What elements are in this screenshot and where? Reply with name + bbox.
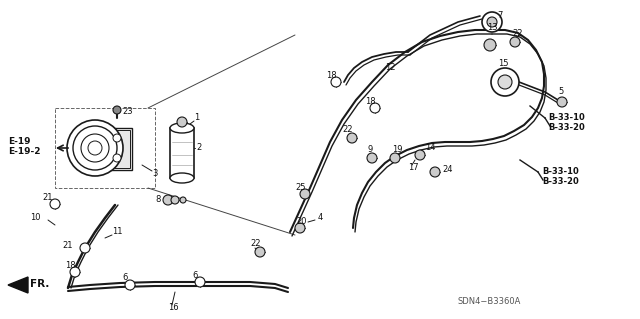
Circle shape <box>67 120 123 176</box>
Text: 5: 5 <box>558 87 563 97</box>
Circle shape <box>163 195 173 205</box>
Circle shape <box>370 103 380 113</box>
Polygon shape <box>8 277 28 293</box>
Text: 3: 3 <box>152 169 157 179</box>
Text: 16: 16 <box>168 303 179 313</box>
Circle shape <box>50 199 60 209</box>
Circle shape <box>300 189 310 199</box>
Text: B-33-10: B-33-10 <box>542 167 579 176</box>
Text: SDN4−B3360A: SDN4−B3360A <box>458 298 522 307</box>
Circle shape <box>125 280 135 290</box>
Text: 25: 25 <box>295 183 305 192</box>
Text: 6: 6 <box>192 271 197 279</box>
Ellipse shape <box>170 123 194 133</box>
Text: E-19-2: E-19-2 <box>8 147 40 157</box>
Text: 12: 12 <box>385 63 396 72</box>
Text: 22: 22 <box>250 240 260 249</box>
Text: 9: 9 <box>368 145 373 154</box>
Bar <box>170 128 194 178</box>
Text: 23: 23 <box>122 108 132 116</box>
Circle shape <box>195 277 205 287</box>
Circle shape <box>88 141 102 155</box>
Circle shape <box>331 77 341 87</box>
Text: 14: 14 <box>425 144 435 152</box>
Text: 17: 17 <box>408 164 419 173</box>
Text: 21: 21 <box>42 194 52 203</box>
Text: 20: 20 <box>296 218 307 226</box>
Circle shape <box>171 196 179 204</box>
Circle shape <box>113 154 121 162</box>
Bar <box>55 108 155 188</box>
Circle shape <box>482 12 502 32</box>
Circle shape <box>81 134 109 162</box>
Circle shape <box>367 153 377 163</box>
Circle shape <box>255 247 265 257</box>
Text: 8: 8 <box>155 196 161 204</box>
Circle shape <box>430 167 440 177</box>
Ellipse shape <box>170 173 194 183</box>
Circle shape <box>180 197 186 203</box>
Text: 1: 1 <box>194 114 199 122</box>
Text: 18: 18 <box>65 261 76 270</box>
Circle shape <box>347 133 357 143</box>
Text: 10: 10 <box>30 213 40 222</box>
Circle shape <box>510 37 520 47</box>
Text: E-19: E-19 <box>8 137 31 146</box>
Bar <box>104 130 130 168</box>
Circle shape <box>415 150 425 160</box>
Text: 19: 19 <box>392 145 403 154</box>
Text: 22: 22 <box>512 29 522 39</box>
Bar <box>102 128 132 170</box>
Circle shape <box>498 75 512 89</box>
Text: B-33-20: B-33-20 <box>542 177 579 187</box>
Text: 13: 13 <box>487 24 498 33</box>
Circle shape <box>113 134 121 142</box>
Circle shape <box>491 68 519 96</box>
Circle shape <box>70 267 80 277</box>
Text: B-33-20: B-33-20 <box>548 123 585 132</box>
Circle shape <box>80 243 90 253</box>
Circle shape <box>177 117 187 127</box>
Text: 21: 21 <box>62 241 72 249</box>
Text: FR.: FR. <box>30 279 49 289</box>
Text: B-33-10: B-33-10 <box>548 114 585 122</box>
Text: 2: 2 <box>196 144 201 152</box>
Circle shape <box>73 126 117 170</box>
Text: 7: 7 <box>497 11 502 19</box>
Text: 6: 6 <box>122 273 127 283</box>
Text: 18: 18 <box>326 70 337 79</box>
Text: 11: 11 <box>112 227 122 236</box>
Circle shape <box>557 97 567 107</box>
Circle shape <box>113 106 121 114</box>
Circle shape <box>484 39 496 51</box>
Text: 15: 15 <box>498 60 509 69</box>
Text: 24: 24 <box>442 166 452 174</box>
Text: 18: 18 <box>365 98 376 107</box>
Text: 4: 4 <box>318 213 323 222</box>
Circle shape <box>487 17 497 27</box>
Text: 22: 22 <box>342 125 353 135</box>
Circle shape <box>295 223 305 233</box>
Circle shape <box>390 153 400 163</box>
